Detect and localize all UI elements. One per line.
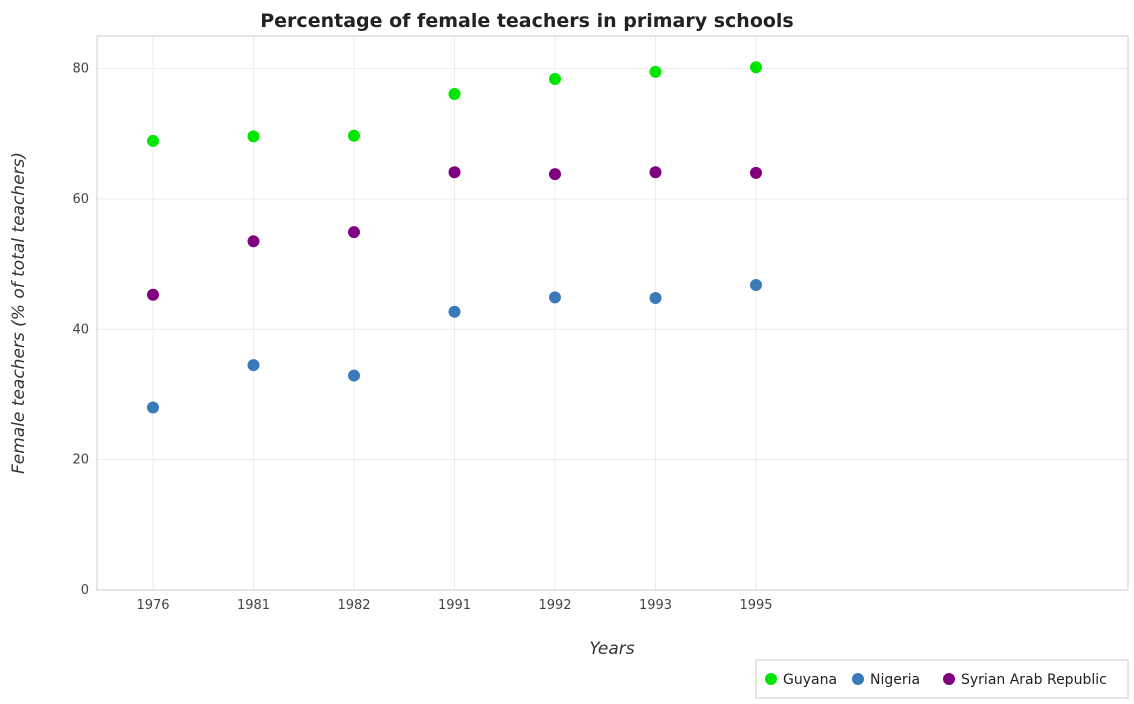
data-point bbox=[750, 166, 762, 179]
y-tick-layer: 0 20 40 60 80 bbox=[72, 62, 89, 598]
legend-label: Syrian Arab Republic bbox=[961, 672, 1107, 688]
data-point bbox=[247, 130, 260, 143]
data-point bbox=[247, 235, 260, 248]
x-tick-label: 1995 bbox=[739, 598, 772, 613]
data-point bbox=[549, 291, 561, 304]
legend-box bbox=[755, 659, 1129, 699]
grid-layer bbox=[97, 36, 1128, 591]
x-tick-layer: 1976 1981 1982 1991 1992 1993 1995 bbox=[136, 598, 772, 613]
y-tick-label: 20 bbox=[72, 453, 89, 468]
x-tick-label: 1992 bbox=[538, 598, 571, 613]
x-tick-label: 1991 bbox=[438, 598, 471, 613]
y-tick-label: 60 bbox=[72, 192, 89, 207]
legend-label: Nigeria bbox=[870, 672, 920, 688]
points-layer bbox=[147, 61, 762, 414]
y-axis-label: Female teachers (% of total teachers) bbox=[9, 152, 29, 474]
data-point bbox=[147, 288, 159, 301]
y-tick-label: 80 bbox=[72, 62, 89, 77]
data-point bbox=[750, 278, 762, 291]
legend-items: Guyana Nigeria Syrian Arab Republic bbox=[765, 672, 1107, 688]
data-point bbox=[750, 61, 762, 74]
series-guyana bbox=[147, 61, 762, 147]
y-tick-label: 40 bbox=[72, 322, 89, 337]
plot-frame bbox=[96, 35, 1129, 591]
data-point bbox=[649, 65, 662, 78]
series-nigeria bbox=[147, 278, 762, 414]
data-point bbox=[649, 166, 662, 179]
data-point bbox=[549, 73, 561, 86]
data-point bbox=[649, 292, 662, 305]
data-point bbox=[147, 134, 159, 147]
legend-marker bbox=[943, 673, 955, 685]
series-syrian-arab-republic bbox=[147, 166, 762, 301]
data-point bbox=[448, 88, 461, 101]
x-tick-label: 1981 bbox=[237, 598, 270, 613]
x-tick-label: 1976 bbox=[136, 598, 169, 613]
legend-marker bbox=[765, 673, 777, 685]
legend-marker bbox=[852, 673, 864, 685]
data-point bbox=[448, 305, 461, 318]
legend-label: Guyana bbox=[783, 672, 837, 688]
data-point bbox=[448, 166, 461, 179]
x-tick-label: 1982 bbox=[337, 598, 370, 613]
data-point bbox=[147, 401, 159, 414]
y-tick-label: 0 bbox=[81, 583, 89, 598]
legend: Guyana Nigeria Syrian Arab Republic bbox=[755, 659, 1129, 699]
data-point bbox=[549, 168, 561, 181]
x-tick-label: 1993 bbox=[639, 598, 672, 613]
data-point bbox=[348, 226, 360, 239]
data-point bbox=[348, 369, 360, 382]
chart-title: Percentage of female teachers in primary… bbox=[260, 10, 794, 32]
data-point bbox=[348, 129, 360, 142]
x-axis-label: Years bbox=[589, 639, 634, 659]
data-point bbox=[247, 359, 260, 372]
